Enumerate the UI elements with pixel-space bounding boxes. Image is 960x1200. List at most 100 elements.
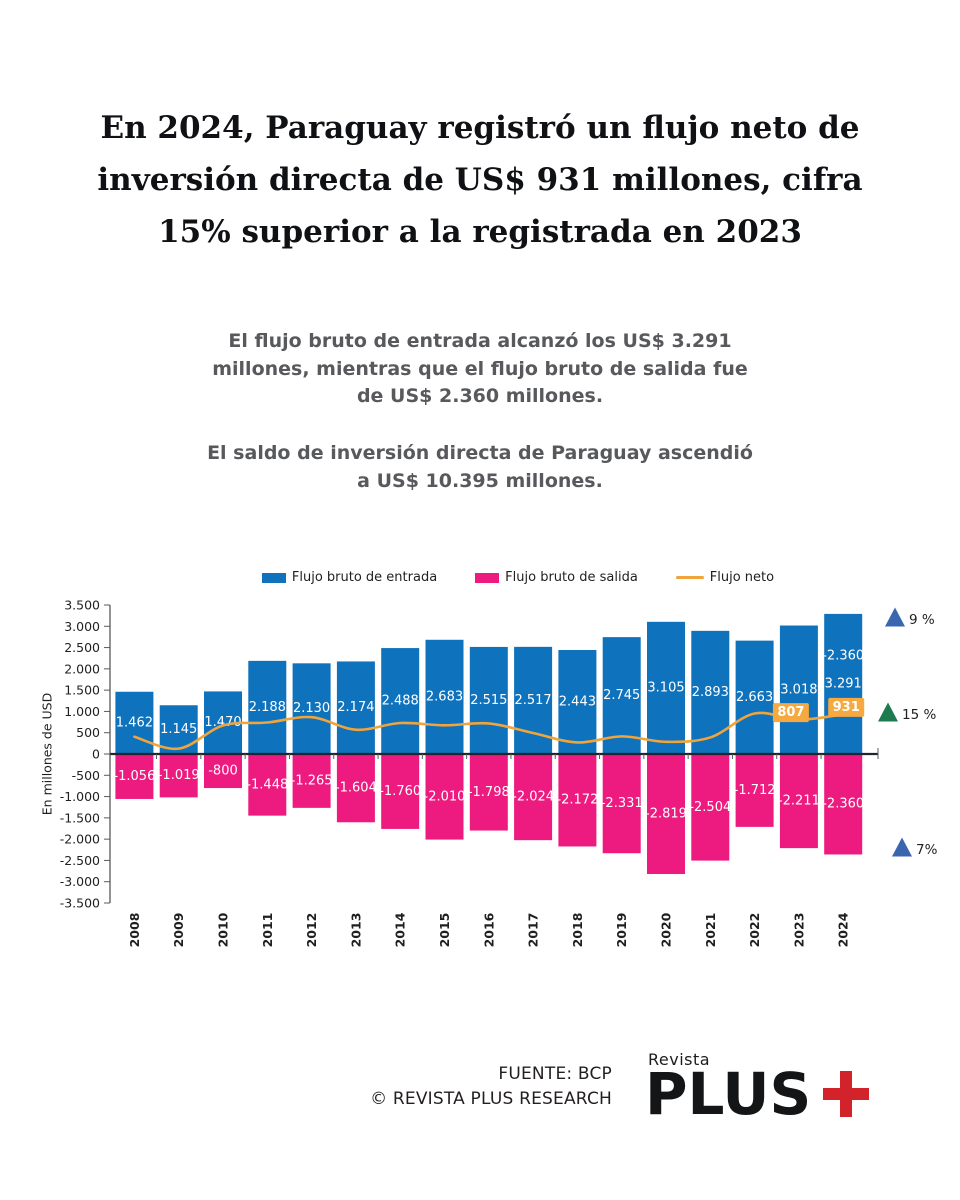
- y-axis-tick-label: -2.000: [60, 832, 100, 847]
- x-axis-label-2021: 2021: [703, 913, 718, 948]
- bar-label-entrada-2011: 2.188: [249, 700, 286, 715]
- chart-legend: Flujo bruto de entrada Flujo bruto de sa…: [38, 570, 960, 585]
- bar-label-entrada-2020: 3.105: [647, 680, 684, 695]
- bar-label-entrada-2016: 2.515: [470, 693, 507, 708]
- x-axis-label-2019: 2019: [614, 913, 629, 948]
- bar-salida-2024: [824, 754, 863, 855]
- bar-label-salida-2022: -1.712: [734, 783, 776, 798]
- subtitle-2-line-2: a US$ 10.395 millones.: [357, 469, 603, 492]
- page-title: En 2024, Paraguay registró un flujo neto…: [0, 102, 960, 258]
- subtitle-1-line-1: El flujo bruto de entrada alcanzó los US…: [228, 330, 732, 352]
- bar-label-salida-2019: -2.331: [601, 796, 643, 811]
- growth-percent-label-2: 15 %: [902, 707, 936, 723]
- y-axis-tick-label: 2.500: [64, 640, 100, 655]
- bar-entrada-2009: [159, 705, 198, 754]
- bar-entrada-2020: [647, 621, 685, 754]
- bar-label-entrada-2022: 2.663: [736, 690, 773, 705]
- bar-salida-2010: [204, 754, 242, 789]
- y-axis-tick-label: 1.000: [64, 704, 100, 719]
- subtitle-1-line-3: de US$ 2.360 millones.: [356, 385, 604, 407]
- bar-label-salida-2020: -2.819: [645, 807, 687, 822]
- logo-plus-text: PLUS: [645, 1060, 812, 1128]
- bar-label-salida-2016: -1.798: [468, 785, 510, 800]
- bar-salida-2021: [691, 754, 730, 861]
- legend-swatch-neto-line: [675, 576, 704, 579]
- bar-label-salida-2013: -1.604: [335, 781, 377, 796]
- y-axis-tick-label: 500: [76, 725, 100, 740]
- bar-salida-2013: [336, 754, 375, 823]
- source-credit: FUENTE: BCP © REVISTA PLUS RESEARCH: [370, 1062, 612, 1112]
- x-axis-label-2013: 2013: [348, 913, 363, 948]
- x-axis-label-2022: 2022: [747, 913, 762, 948]
- bar-entrada-2016: [469, 646, 508, 754]
- bar-salida-2011: [248, 754, 287, 816]
- subtitle-paragraph-2: El saldo de inversión directa de Paragua…: [0, 440, 960, 495]
- bar-label-entrada-2015: 2.683: [426, 689, 463, 704]
- bar-label-entrada-2023: 3.018: [780, 682, 817, 697]
- legend-label-entrada: Flujo bruto de entrada: [291, 570, 438, 585]
- title-line-1: En 2024, Paraguay registró un flujo neto…: [100, 110, 860, 146]
- bar-salida-2014: [381, 754, 420, 829]
- net-flow-value-box-2024: [828, 697, 865, 717]
- x-axis-label-2008: 2008: [127, 913, 142, 948]
- bar-label-salida-2017: -2.024: [512, 790, 554, 805]
- subtitle-1-line-2: millones, mientras que el flujo bruto de…: [212, 357, 748, 380]
- x-axis-label-2010: 2010: [216, 912, 231, 947]
- source-line: FUENTE: BCP: [498, 1064, 612, 1084]
- bar-entrada-2024: [824, 613, 863, 754]
- bar-label-entrada-2021: 2.893: [692, 685, 729, 700]
- growth-triangle-icon-1: [885, 607, 905, 627]
- bar-entrada-2019: [602, 637, 641, 754]
- y-axis-tick-label: -500: [72, 768, 100, 783]
- y-axis-tick-label: 1.500: [64, 683, 100, 698]
- bar-label-salida-2015: -2.010: [424, 789, 466, 804]
- bar-entrada-2023: [779, 625, 818, 754]
- x-axis-label-2017: 2017: [526, 913, 541, 948]
- net-flow-value-label-2024: 931: [833, 700, 860, 715]
- bar-label-entrada-2008: 1.462: [116, 715, 153, 730]
- bar-salida-2022: [735, 754, 774, 827]
- bar-salida-2019: [602, 754, 641, 854]
- growth-percent-label-3: 7%: [916, 842, 938, 858]
- growth-percent-label-1: 9 %: [909, 612, 935, 628]
- bar-entrada-2018: [558, 649, 597, 754]
- bar-label-entrada-2019: 2.745: [603, 688, 640, 703]
- revista-plus-logo: Revista PLUS: [645, 1050, 870, 1128]
- legend-item-neto: Flujo neto: [675, 570, 775, 585]
- bar-label-entrada-2024: 3.291: [825, 676, 862, 691]
- bar-label-entrada-2012: 2.130: [293, 701, 330, 716]
- bar-entrada-2008: [115, 691, 154, 754]
- bar-label-salida-2023: -2.211: [778, 794, 820, 809]
- bar-label-salida-2024: -2.360: [822, 797, 864, 812]
- x-axis-label-2024: 2024: [836, 912, 851, 947]
- bar-label-salida-2018: -2.172: [556, 793, 598, 808]
- x-axis-label-2023: 2023: [791, 913, 806, 948]
- x-axis-label-2014: 2014: [393, 912, 408, 947]
- bar-entrada-2021: [691, 630, 730, 754]
- bar-entrada-2012: [292, 663, 331, 754]
- x-axis-label-2018: 2018: [570, 913, 585, 948]
- y-axis-tick-label: 2.000: [64, 661, 100, 676]
- legend-swatch-salida: [475, 572, 500, 583]
- bar-salida-2017: [514, 754, 553, 841]
- bar-label-salida-duplicate-2024: -2.360: [822, 648, 864, 663]
- bar-salida-2008: [115, 754, 154, 799]
- bar-label-entrada-2009: 1.145: [160, 722, 197, 737]
- copyright-line: © REVISTA PLUS RESEARCH: [370, 1089, 612, 1109]
- bar-salida-2012: [292, 754, 331, 808]
- bar-label-entrada-2013: 2.174: [337, 700, 374, 715]
- x-axis-label-2016: 2016: [481, 912, 496, 947]
- legend-label-neto: Flujo neto: [709, 570, 775, 585]
- y-axis-tick-label: -2.500: [60, 853, 100, 868]
- bar-label-salida-2021: -2.504: [689, 800, 731, 815]
- legend-swatch-entrada: [261, 572, 286, 583]
- logo-revista-text: Revista: [648, 1050, 711, 1069]
- legend-item-salida: Flujo bruto de salida: [475, 570, 638, 585]
- legend-label-salida: Flujo bruto de salida: [505, 570, 638, 585]
- legend-item-entrada: Flujo bruto de entrada: [261, 570, 438, 585]
- bar-label-entrada-2018: 2.443: [559, 694, 596, 709]
- subtitle-2-line-1: El saldo de inversión directa de Paragua…: [207, 442, 753, 464]
- growth-triangle-icon-3: [892, 837, 912, 857]
- bar-salida-2009: [159, 754, 198, 798]
